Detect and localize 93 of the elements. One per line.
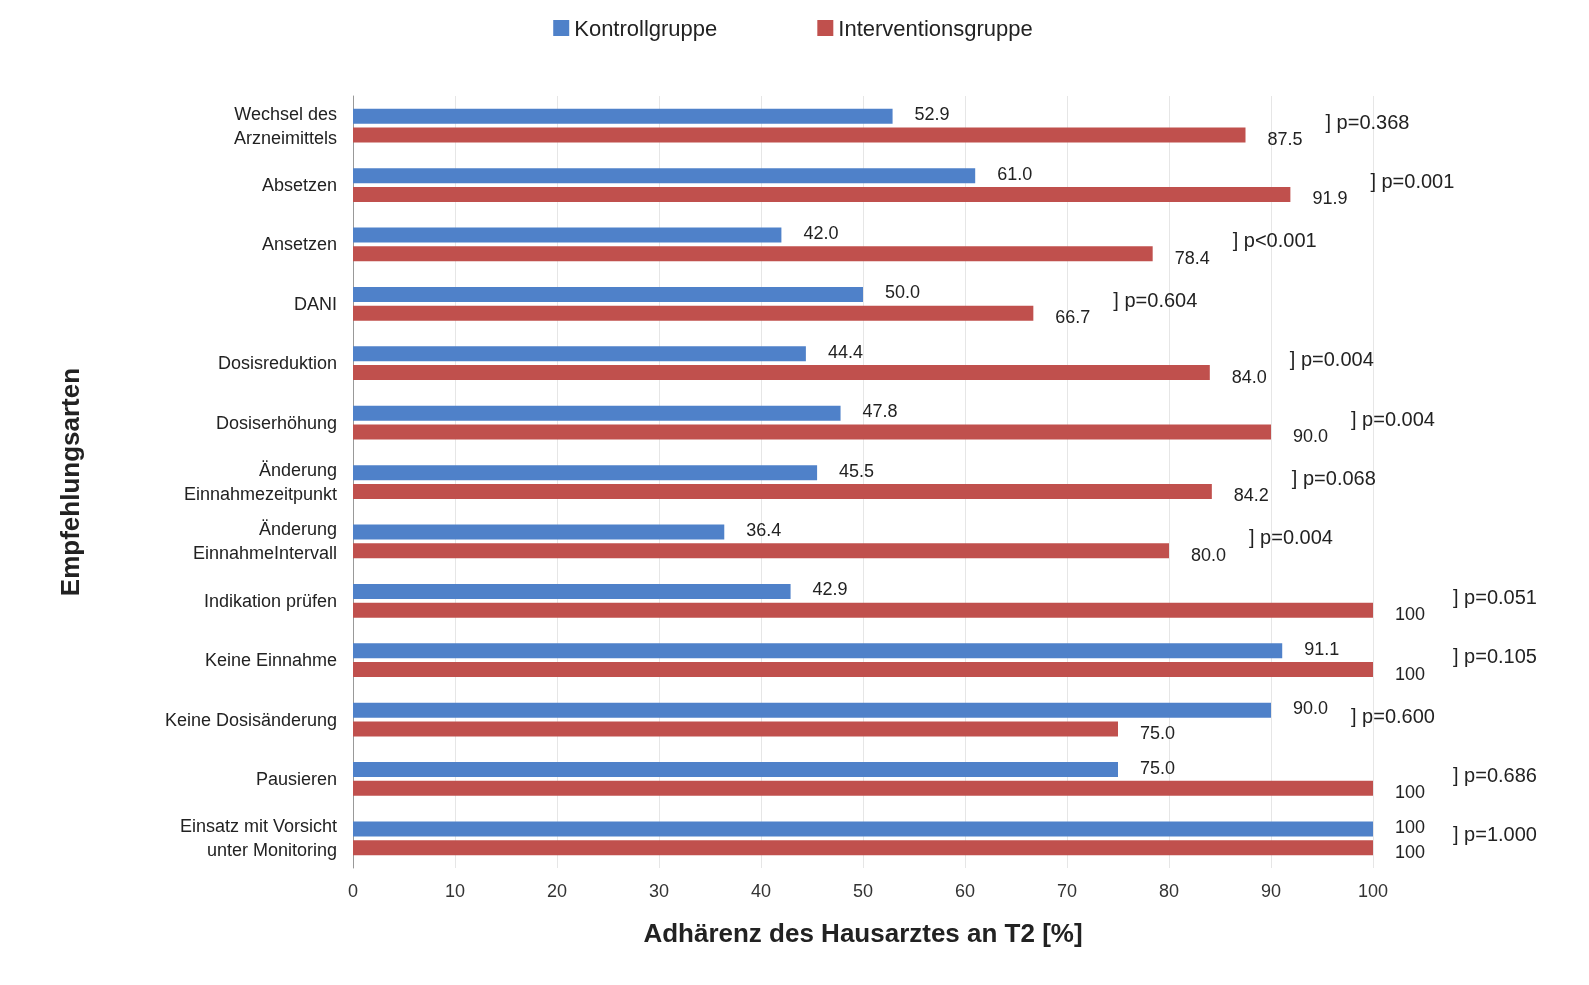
y-tick-label: DANI (293, 293, 337, 314)
y-tick-label: Ansetzen (261, 234, 337, 255)
y-tick-label: Änderung EinnahmeIntervall (192, 519, 337, 564)
x-tick-label: 80 (1158, 881, 1180, 901)
annotation: ] p=0.068 (1291, 467, 1376, 489)
data-label: 91.9 (1312, 188, 1348, 209)
bar (353, 780, 1373, 796)
bar (353, 662, 1373, 678)
bar (353, 583, 791, 599)
y-tick-label: Keine Dosisänderung (164, 709, 337, 730)
bar (353, 424, 1271, 440)
data-label: 87.5 (1267, 129, 1303, 150)
y-tick-label: Pausieren (255, 768, 337, 789)
bar (353, 305, 1034, 321)
annotation: ] p=0.001 (1370, 170, 1455, 193)
data-label: 100 (1395, 782, 1426, 803)
data-label: 100 (1395, 663, 1426, 684)
data-label: 44.4 (827, 341, 863, 362)
y-tick-label: Keine Einnahme (204, 650, 337, 671)
x-tick-label: 90 (1260, 881, 1282, 901)
bar (353, 702, 1271, 718)
y-axis-title: Empfehlungsarten (55, 367, 85, 597)
annotation: ] p=0.004 (1249, 526, 1333, 549)
legend-label: Interventionsgruppe (838, 15, 1033, 41)
x-tick-label: 40 (750, 881, 772, 901)
x-tick-label: 100 (1357, 881, 1389, 901)
bar (353, 483, 1212, 499)
bar (353, 246, 1153, 262)
x-tick-label: 10 (444, 881, 466, 901)
y-tick-label: Einsatz mit Vorsicht unter Monitoring (179, 816, 337, 861)
x-tick-label: 60 (954, 881, 976, 901)
x-tick-label: 50 (852, 881, 874, 901)
x-axis-title: Adhärenz des Hausarztes an T2 [%] (643, 918, 1083, 948)
data-label: 47.8 (862, 401, 898, 422)
annotation: ] p=0.600 (1351, 704, 1435, 727)
data-label: 91.1 (1304, 638, 1340, 659)
bar (353, 821, 1373, 837)
data-label: 75.0 (1140, 722, 1176, 743)
annotation: ] p=0.004 (1289, 348, 1374, 371)
bar (353, 840, 1373, 856)
data-label: 75.0 (1140, 757, 1176, 778)
x-tick-label: 30 (648, 881, 670, 901)
text: ] p=0.105 (1453, 645, 1537, 668)
data-label: 52.9 (914, 104, 950, 125)
text: ] p=0.686 (1453, 763, 1537, 786)
bar (353, 365, 1210, 381)
data-label: 61.0 (997, 163, 1033, 184)
bar (353, 186, 1291, 202)
bar (353, 227, 782, 243)
bar (353, 405, 841, 421)
bar (353, 721, 1118, 737)
data-label: 100 (1395, 816, 1426, 837)
data-label: 84.2 (1233, 485, 1269, 506)
legend-label: Kontrollgruppe (574, 15, 718, 41)
annotation: ] p=0.004 (1351, 407, 1435, 430)
bar (353, 543, 1169, 559)
bar (353, 346, 806, 362)
bar (353, 108, 893, 124)
data-label: 100 (1395, 841, 1426, 862)
bar (353, 524, 725, 540)
bar (353, 602, 1373, 618)
data-label: 66.7 (1055, 307, 1091, 328)
text: ] p=1.000 (1453, 823, 1537, 846)
data-label: 36.4 (746, 520, 782, 541)
annotation: ] p<0.001 (1232, 229, 1317, 252)
bar (353, 762, 1118, 778)
bar (353, 127, 1246, 143)
bar (353, 168, 976, 184)
data-label: 50.0 (885, 282, 921, 303)
annotation: ] p=0.604 (1113, 288, 1198, 311)
bar (353, 465, 818, 481)
y-tick-label: Absetzen (261, 175, 337, 196)
bar (353, 286, 863, 302)
bar (353, 643, 1283, 659)
data-label: 90.0 (1293, 425, 1329, 446)
x-tick-label: 20 (546, 881, 568, 901)
data-label: 42.9 (812, 579, 848, 600)
x-tick-label: 0 (347, 881, 359, 901)
y-tick-label: Indikation prüfen (203, 590, 337, 611)
data-label: 90.0 (1293, 698, 1329, 719)
annotation: ] p=0.368 (1325, 110, 1410, 133)
x-tick-label: 70 (1056, 881, 1078, 901)
data-label: 100 (1395, 604, 1426, 625)
text: ] p=0.051 (1453, 585, 1537, 608)
data-label: 78.4 (1174, 247, 1210, 268)
data-label: 42.0 (803, 223, 839, 244)
data-label: 45.5 (839, 460, 875, 481)
data-label: 84.0 (1231, 366, 1267, 387)
y-tick-label: Wechsel des Arzneimittels (233, 103, 337, 148)
y-tick-label: Änderung Einnahmezeitpunkt (183, 460, 337, 504)
y-tick-label: Dosiserhöhung (215, 412, 337, 433)
data-label: 80.0 (1191, 544, 1227, 565)
y-tick-label: Dosisreduktion (217, 353, 337, 374)
